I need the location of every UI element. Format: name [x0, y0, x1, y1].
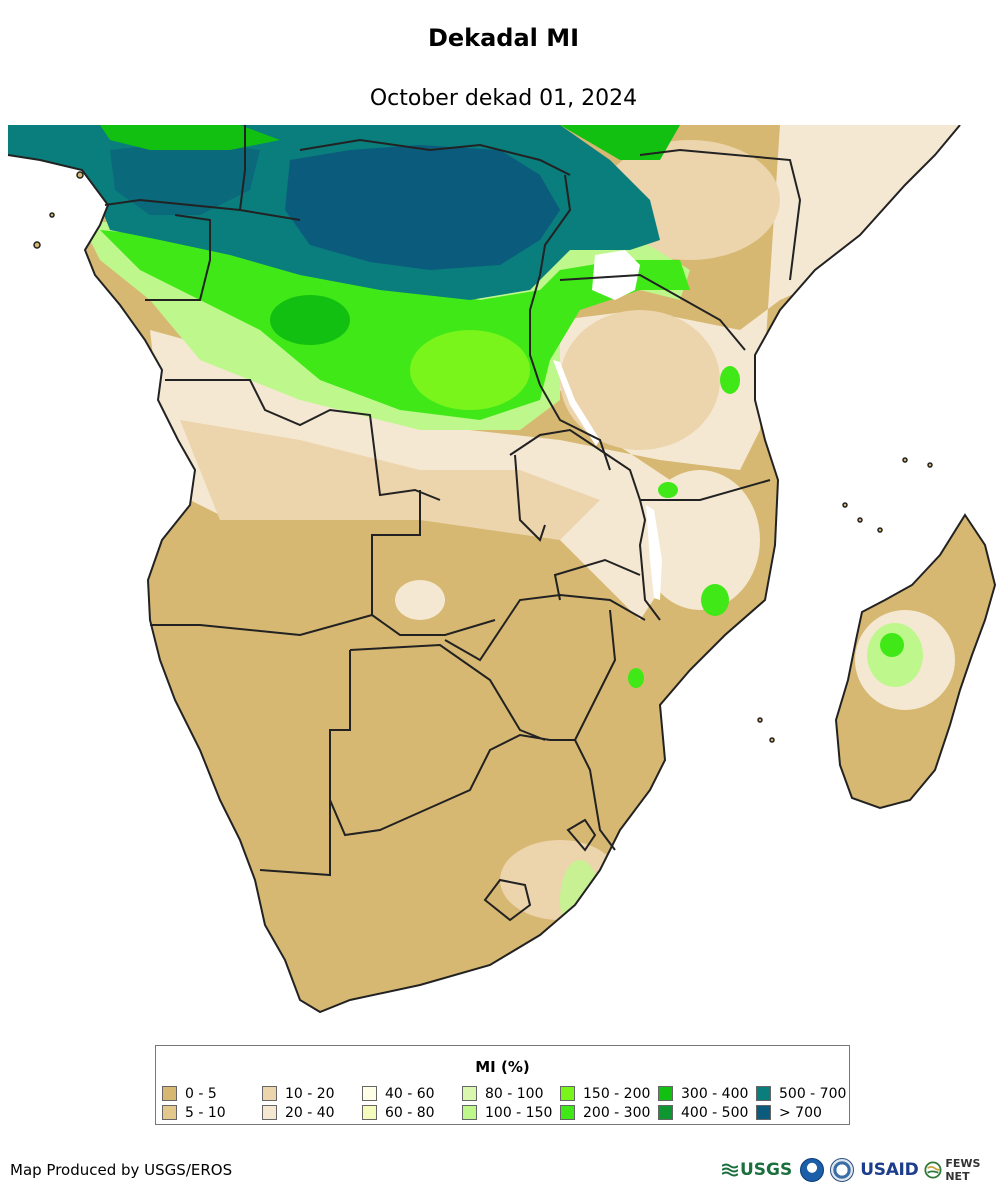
- legend-swatch: [658, 1105, 673, 1120]
- legend-item: 150 - 200: [560, 1084, 658, 1103]
- legend-item: 0 - 5: [162, 1084, 262, 1103]
- legend-swatch: [756, 1086, 771, 1101]
- islands: [33, 171, 933, 743]
- legend-swatch: [658, 1086, 673, 1101]
- legend-swatch: [362, 1105, 377, 1120]
- legend-item: 100 - 150: [462, 1103, 560, 1122]
- legend-swatch: [262, 1086, 277, 1101]
- mainland-fill: [8, 125, 960, 1012]
- legend-label: 0 - 5: [185, 1085, 217, 1102]
- legend-item: 500 - 700: [756, 1084, 856, 1103]
- legend-swatch: [162, 1105, 177, 1120]
- legend-swatch: [262, 1105, 277, 1120]
- legend-label: 40 - 60: [385, 1085, 435, 1102]
- usaid-logo[interactable]: USAID: [860, 1160, 919, 1180]
- legend: MI (%) 0 - 5 5 - 10 10 - 20 20 - 40 40 - 60 6…: [155, 1045, 850, 1125]
- legend-label: 5 - 10: [185, 1104, 226, 1121]
- legend-label: > 700: [779, 1104, 822, 1121]
- commerce-seal-icon[interactable]: [830, 1158, 855, 1182]
- legend-label: 20 - 40: [285, 1104, 335, 1121]
- moisture-index-map[interactable]: [0, 125, 1007, 1035]
- legend-label: 60 - 80: [385, 1104, 435, 1121]
- legend-item: > 700: [756, 1103, 856, 1122]
- legend-swatch: [560, 1105, 575, 1120]
- legend-swatch: [462, 1086, 477, 1101]
- legend-label: 100 - 150: [485, 1104, 553, 1121]
- fews-net-text: FEWS NET: [945, 1157, 981, 1183]
- legend-item: 200 - 300: [560, 1103, 658, 1122]
- fews-net-logo[interactable]: FEWS NET: [924, 1157, 1002, 1183]
- legend-item: 60 - 80: [362, 1103, 462, 1122]
- map-subtitle: October dekad 01, 2024: [369, 86, 638, 111]
- usgs-logo[interactable]: USGS: [722, 1160, 792, 1180]
- noaa-seal-icon[interactable]: [800, 1158, 825, 1182]
- legend-item: 20 - 40: [262, 1103, 362, 1122]
- legend-item: 80 - 100: [462, 1084, 560, 1103]
- legend-label: 500 - 700: [779, 1085, 847, 1102]
- madagascar-coastline: [834, 513, 997, 810]
- footer-credit: Map Produced by USGS/EROS: [10, 1161, 233, 1179]
- legend-swatch: [462, 1105, 477, 1120]
- fews-globe-icon: [924, 1161, 942, 1179]
- usgs-logo-text: USGS: [740, 1160, 793, 1180]
- legend-label: 300 - 400: [681, 1085, 749, 1102]
- legend-swatch: [362, 1086, 377, 1101]
- map-title: Dekadal MI: [427, 24, 580, 52]
- legend-item: 40 - 60: [362, 1084, 462, 1103]
- usgs-wave-icon: [722, 1163, 738, 1177]
- legend-item: 5 - 10: [162, 1103, 262, 1122]
- madagascar-fill: [836, 515, 995, 808]
- legend-label: 10 - 20: [285, 1085, 335, 1102]
- legend-item: 10 - 20: [262, 1084, 362, 1103]
- legend-label: 200 - 300: [583, 1104, 651, 1121]
- partner-logos: USGS USAID FEWS NET: [722, 1155, 1002, 1185]
- legend-label: 150 - 200: [583, 1085, 651, 1102]
- legend-swatch: [756, 1105, 771, 1120]
- legend-label: 400 - 500: [681, 1104, 749, 1121]
- legend-grid: 0 - 5 5 - 10 10 - 20 20 - 40 40 - 60 60 - 80 8…: [162, 1084, 849, 1122]
- legend-swatch: [560, 1086, 575, 1101]
- legend-label: 80 - 100: [485, 1085, 544, 1102]
- mainland-coastline: [7, 125, 961, 1014]
- legend-swatch: [162, 1086, 177, 1101]
- legend-title: MI (%): [475, 1058, 530, 1076]
- legend-item: 400 - 500: [658, 1103, 756, 1122]
- legend-item: 300 - 400: [658, 1084, 756, 1103]
- country-borders: [104, 125, 802, 922]
